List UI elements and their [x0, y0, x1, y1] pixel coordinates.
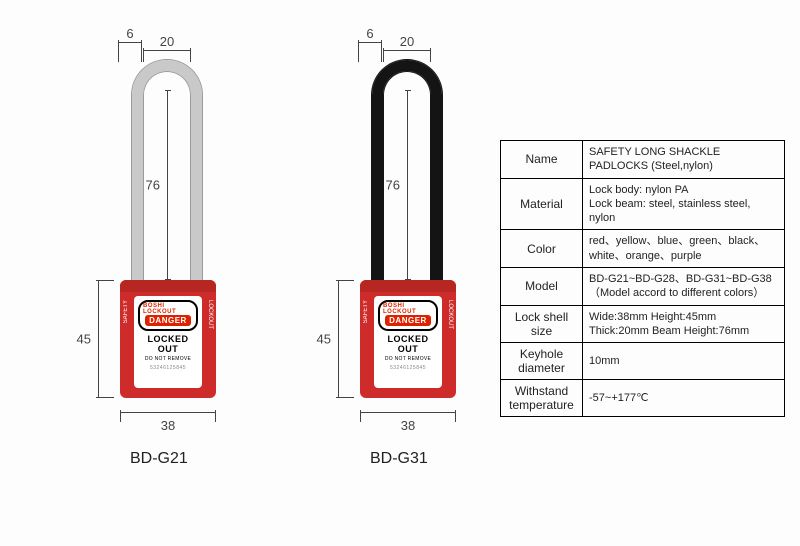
spec-key: Material	[501, 178, 583, 230]
table-row: Withstand temperature-57~+177℃	[501, 380, 785, 417]
spec-key: Lock shell size	[501, 305, 583, 343]
locked-text: LOCKED	[388, 334, 429, 344]
table-row: NameSAFETY LONG SHACKLE PADLOCKS (Steel,…	[501, 141, 785, 179]
spec-table: NameSAFETY LONG SHACKLE PADLOCKS (Steel,…	[500, 140, 785, 417]
side-text: SAFETY	[363, 300, 369, 323]
spec-value: -57~+177℃	[583, 380, 785, 417]
lock-body: SAFETY LOCKOUT BOSHI LOCKOUTDANGER LOCKEDOU…	[360, 280, 456, 398]
locked-text: OUT	[398, 344, 419, 354]
spec-key: Keyhole diameter	[501, 343, 583, 380]
side-text: LOCKOUT	[207, 300, 213, 329]
spec-key: Model	[501, 268, 583, 306]
danger-word: DANGER	[145, 315, 191, 326]
spec-value: Wide:38mm Height:45mmThick:20mm Beam Hei…	[583, 305, 785, 343]
locked-text: OUT	[158, 344, 179, 354]
table-row: Colorred、yellow、blue、green、black、white、o…	[501, 230, 785, 268]
danger-badge: BOSHI LOCKOUTDANGER	[378, 300, 438, 331]
padlock-diagram: SAFETY LOCKOUT BOSHI LOCKOUTDANGER LOCKEDOU…	[270, 0, 520, 546]
dimension-vertical: 45	[338, 280, 339, 398]
dnr-text: DO NOT REMOVE	[385, 356, 431, 362]
dimension-label: 38	[401, 418, 415, 433]
dimension-label: 38	[161, 418, 175, 433]
danger-badge: BOSHI LOCKOUTDANGER	[138, 300, 198, 331]
dimension-label: 6	[126, 26, 133, 41]
padlock-diagram: SAFETY LOCKOUT BOSHI LOCKOUTDANGER LOCKEDOU…	[30, 0, 280, 546]
spec-value: BD-G21~BD-G28、BD-G31~BD-G38（Model accord…	[583, 268, 785, 306]
dimension-label: 20	[160, 34, 174, 49]
serial-text: 53246125845	[390, 365, 426, 371]
label-plate: BOSHI LOCKOUTDANGER LOCKEDOUT DO NOT REMOV…	[374, 296, 442, 388]
spec-key: Color	[501, 230, 583, 268]
dimension-horizontal: 20	[383, 50, 431, 51]
side-text: LOCKOUT	[447, 300, 453, 329]
dimension-vertical: 45	[98, 280, 99, 398]
spec-key: Name	[501, 141, 583, 179]
dimension-vertical: 76	[167, 90, 168, 280]
spec-value: Lock body: nylon PALock beam: steel, sta…	[583, 178, 785, 230]
table-row: Keyhole diameter10mm	[501, 343, 785, 380]
dimension-horizontal: 6	[118, 42, 142, 43]
table-row: Lock shell sizeWide:38mm Height:45mmThic…	[501, 305, 785, 343]
dimension-horizontal: 6	[358, 42, 382, 43]
spec-value: 10mm	[583, 343, 785, 380]
dnr-text: DO NOT REMOVE	[145, 356, 191, 362]
dimension-horizontal: 38	[120, 412, 216, 413]
table-row: ModelBD-G21~BD-G28、BD-G31~BD-G38（Model a…	[501, 268, 785, 306]
dimension-label: 6	[366, 26, 373, 41]
brand-text: BOSHI LOCKOUT	[143, 303, 193, 315]
dimension-label: 76	[386, 178, 400, 193]
table-row: MaterialLock body: nylon PALock beam: st…	[501, 178, 785, 230]
lock-body: SAFETY LOCKOUT BOSHI LOCKOUTDANGER LOCKEDOU…	[120, 280, 216, 398]
dimension-label: 45	[317, 332, 331, 347]
dimension-horizontal: 20	[143, 50, 191, 51]
dimension-horizontal: 38	[360, 412, 456, 413]
dimension-vertical: 76	[407, 90, 408, 280]
dimension-label: 76	[146, 178, 160, 193]
dimension-label: 45	[77, 332, 91, 347]
model-label: BD-G31	[370, 450, 428, 468]
side-text: SAFETY	[123, 300, 129, 323]
danger-word: DANGER	[385, 315, 431, 326]
spec-value: SAFETY LONG SHACKLE PADLOCKS (Steel,nylo…	[583, 141, 785, 179]
model-label: BD-G21	[130, 450, 188, 468]
spec-key: Withstand temperature	[501, 380, 583, 417]
serial-text: 53246125845	[150, 365, 186, 371]
spec-value: red、yellow、blue、green、black、white、orange…	[583, 230, 785, 268]
locked-text: LOCKED	[148, 334, 189, 344]
dimension-label: 20	[400, 34, 414, 49]
brand-text: BOSHI LOCKOUT	[383, 303, 433, 315]
label-plate: BOSHI LOCKOUTDANGER LOCKEDOUT DO NOT REMOV…	[134, 296, 202, 388]
